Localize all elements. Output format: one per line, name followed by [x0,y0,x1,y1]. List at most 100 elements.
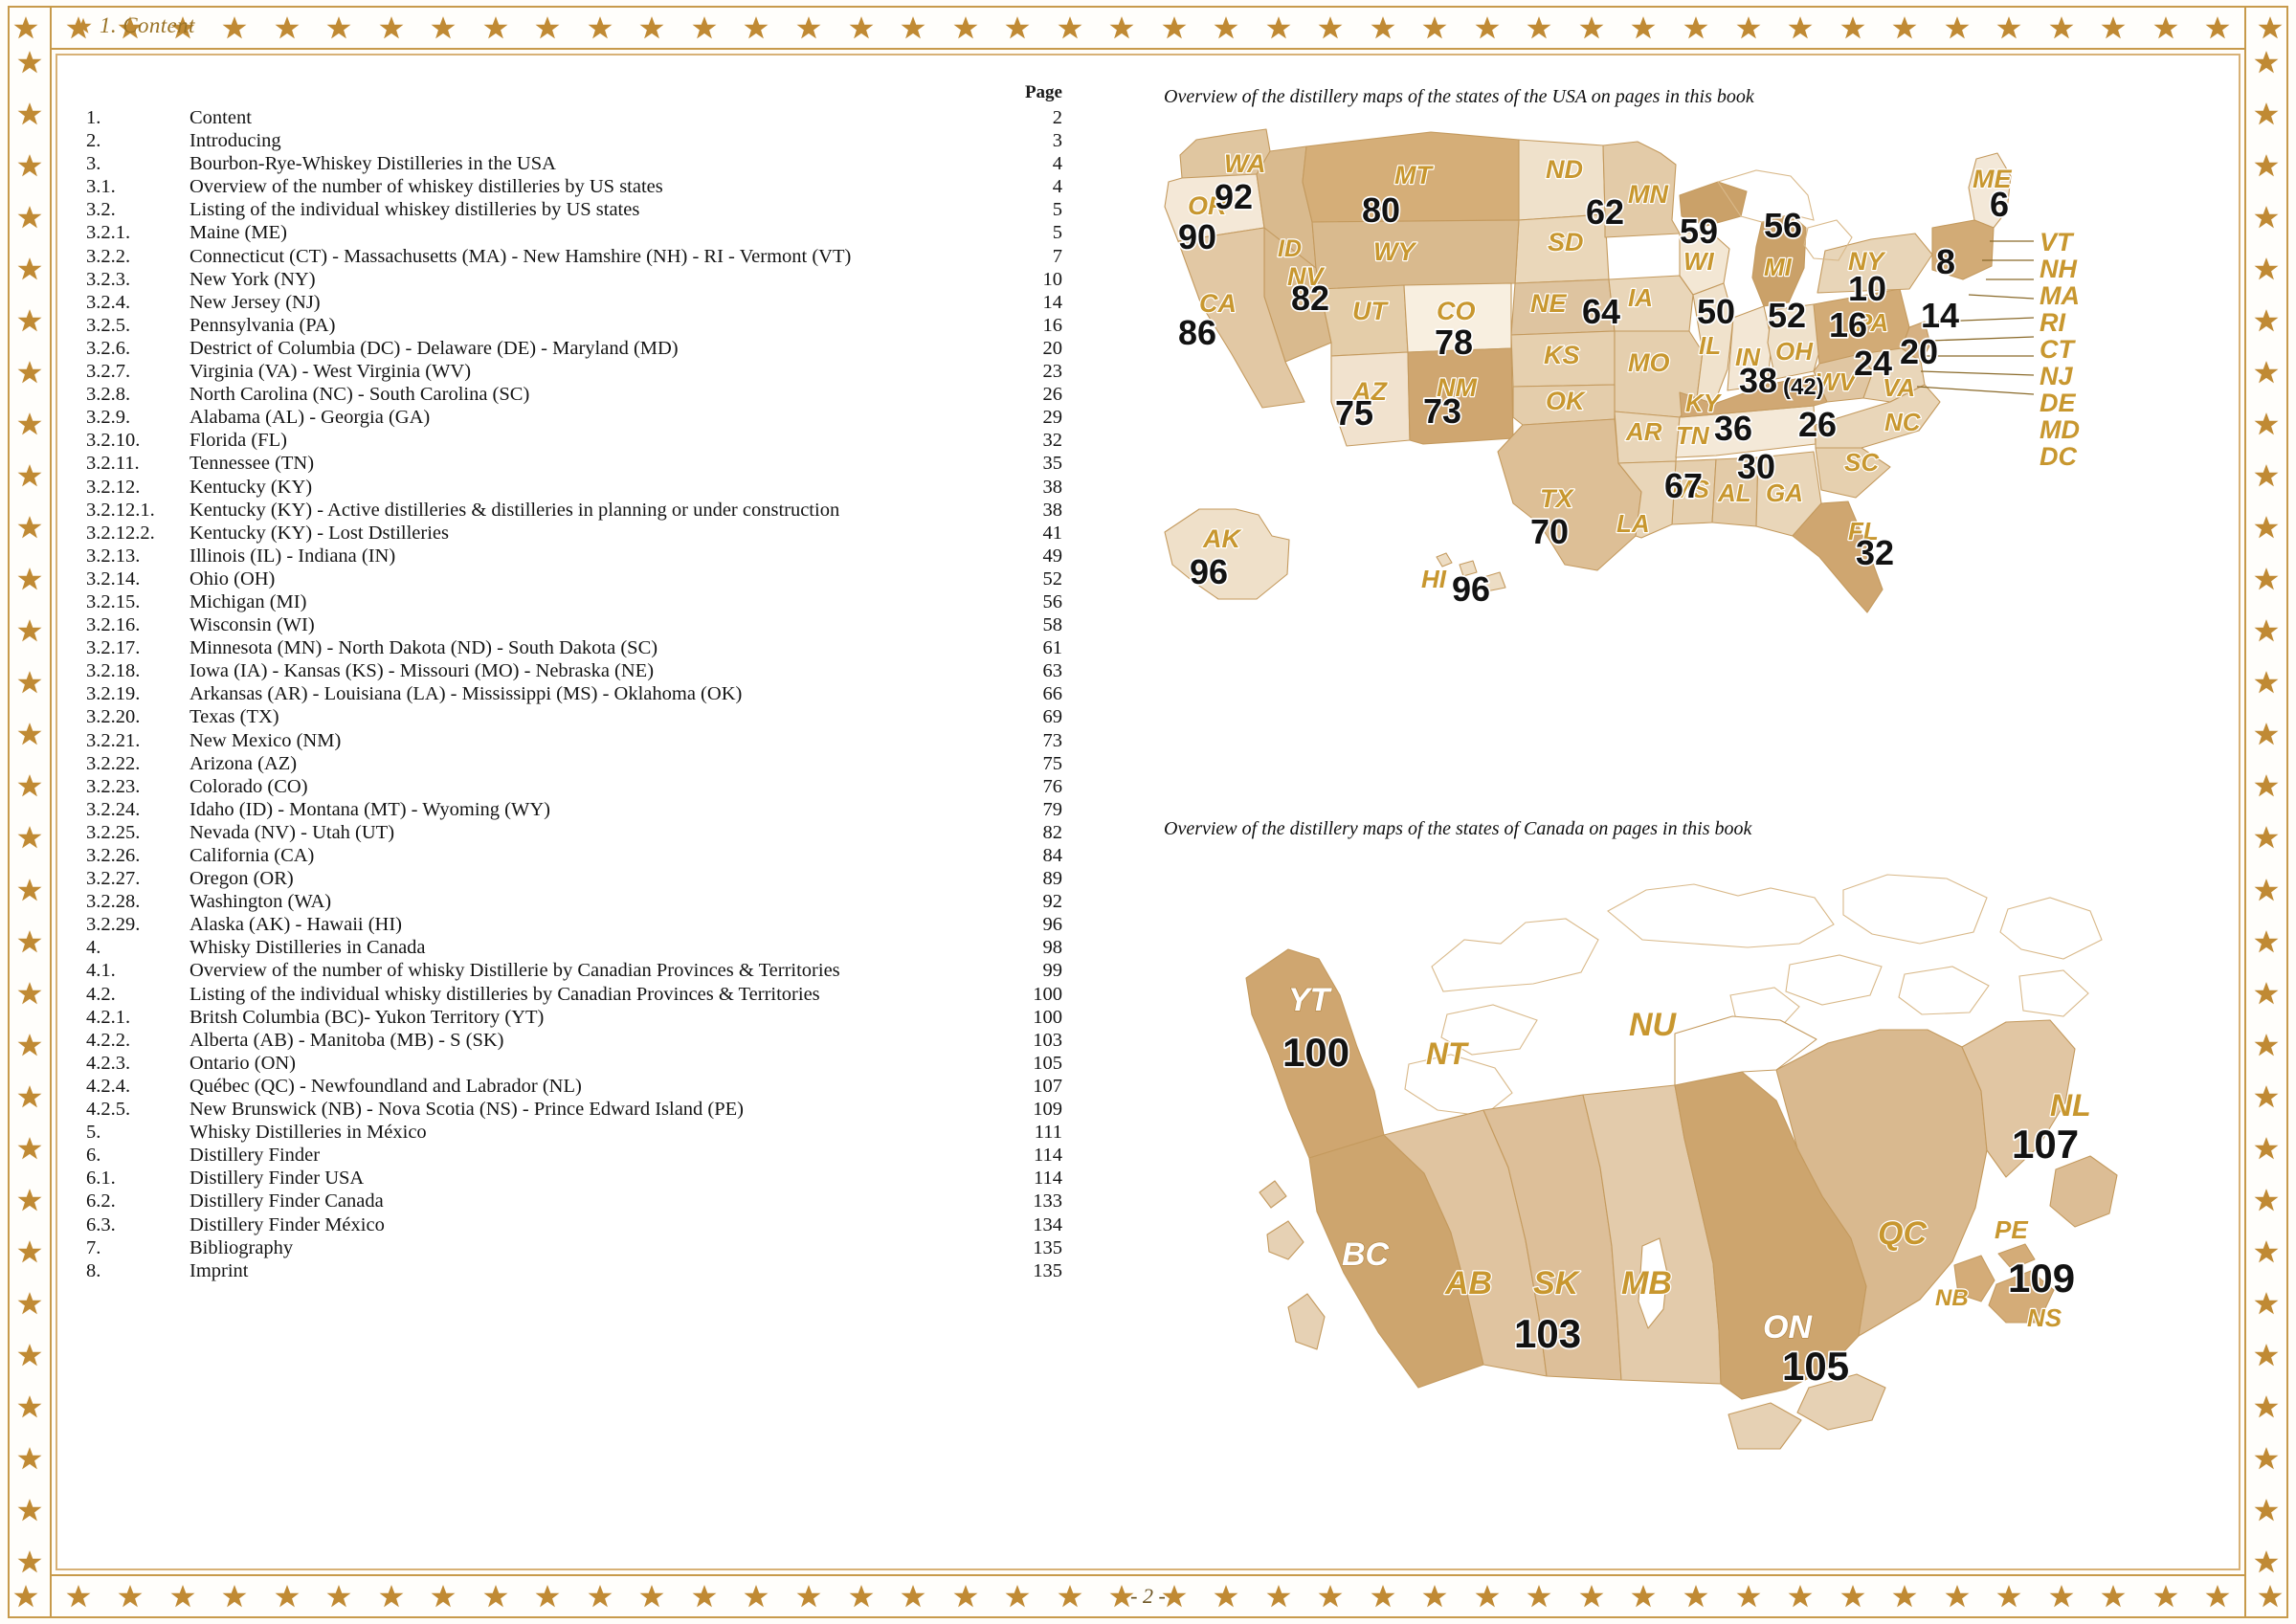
toc-row-page: 92 [1042,891,1063,913]
svg-text:TN: TN [1676,421,1710,450]
toc-row[interactable]: 4.2. Listing of the individual whisky dis… [86,984,1120,1007]
toc-row[interactable]: 3.2.12.1. Kentucky (KY) - Active distille… [86,500,1120,523]
toc-row[interactable]: 6. Distillery Finder 114 [86,1145,1120,1168]
toc-row-number: 3.2.25. [86,821,141,843]
toc-row-title: Michigan (MI) [189,590,307,612]
toc-row[interactable]: 3.2.11. Tennessee (TN) 35 [86,453,1120,476]
svg-text:IN: IN [1735,343,1761,371]
toc-row[interactable]: 5. Whisky Distilleries in México 111 [86,1122,1120,1145]
toc-row-number: 3.2.3. [86,268,131,290]
toc-row-title: Minnesota (MN) - North Dakota (ND) - Sou… [189,637,658,659]
toc-row[interactable]: 3.2.15. Michigan (MI) 56 [86,591,1120,614]
toc-row[interactable]: 3.2.19. Arkansas (AR) - Louisiana (LA) - … [86,683,1120,706]
toc-row[interactable]: 3.2.29. Alaska (AK) - Hawaii (HI) 96 [86,914,1120,937]
svg-text:90: 90 [1178,217,1216,256]
toc-row-title: Alberta (AB) - Manitoba (MB) - S (SK) [189,1029,504,1051]
toc-row-title: Kentucky (KY) - Active distilleries & di… [189,499,840,521]
svg-text:AZ: AZ [1351,377,1388,406]
toc-row[interactable]: 3.2.23. Colorado (CO) 76 [86,776,1120,799]
toc-row[interactable]: 3.2.18. Iowa (IA) - Kansas (KS) - Missour… [86,660,1120,683]
toc-row[interactable]: 3.2.28. Washington (WA) 92 [86,891,1120,914]
toc-row-page: 32 [1042,430,1063,452]
toc-row[interactable]: 3.2.22. Arizona (AZ) 75 [86,753,1120,776]
toc-row-page: 135 [1033,1236,1062,1258]
toc-row[interactable]: 4.1. Overview of the number of whisky Dis… [86,960,1120,983]
toc-row[interactable]: 3.2.13. Illinois (IL) - Indiana (IN) 49 [86,545,1120,568]
toc-row[interactable]: 3.2.10. Florida (FL) 32 [86,430,1120,453]
toc-row-title: Overview of the number of whiskey distil… [189,176,663,198]
toc-row[interactable]: 3.2.5. Pennsylvania (PA) 16 [86,315,1120,338]
toc-row[interactable]: 3.2.7. Virginia (VA) - West Virginia (WV)… [86,361,1120,384]
toc-row-number: 3.2.28. [86,891,141,913]
svg-text:59: 59 [1680,211,1718,251]
toc-row[interactable]: 4.2.3. Ontario (ON) 105 [86,1053,1120,1076]
toc-row[interactable]: 3.2.1. Maine (ME) 5 [86,222,1120,245]
toc-row-title: Overview of the number of whisky Distill… [189,960,840,982]
svg-text:50: 50 [1697,292,1735,331]
toc-row-number: 3.2.14. [86,567,141,590]
table-of-contents: Page 1. Content 2 2. Introducing 3 3. Bourbon-R… [86,82,1120,1283]
usa-state-shapes [1164,128,2012,613]
toc-row[interactable]: 3.2.20. Texas (TX) 69 [86,706,1120,729]
toc-row-page: 79 [1042,798,1063,820]
toc-row-number: 6. [86,1145,101,1167]
toc-row[interactable]: 3.2.25. Nevada (NV) - Utah (UT) 82 [86,822,1120,845]
toc-row-title: Listing of the individual whisky distill… [189,983,820,1005]
toc-row[interactable]: 3.2.9. Alabama (AL) - Georgia (GA) 29 [86,407,1120,430]
toc-row[interactable]: 4.2.1. Britsh Columbia (BC)- Yukon Territ… [86,1007,1120,1030]
toc-row[interactable]: 3.1. Overview of the number of whiskey di… [86,176,1120,199]
toc-row[interactable]: 6.2. Distillery Finder Canada 133 [86,1190,1120,1213]
toc-row-title: Pennsylvania (PA) [189,314,336,336]
toc-row[interactable]: 3.2.12. Kentucky (KY) 38 [86,477,1120,500]
toc-row[interactable]: 3.2.21. New Mexico (NM) 73 [86,730,1120,753]
svg-text:62: 62 [1586,192,1624,232]
toc-row-page: 3 [1052,130,1062,152]
toc-row[interactable]: 3.2.3. New York (NY) 10 [86,269,1120,292]
toc-row[interactable]: 3.2.6. Destrict of Columbia (DC) - Delawa… [86,338,1120,361]
toc-header: Page [86,82,1120,107]
toc-row[interactable]: 3.2.2. Connecticut (CT) - Massachusetts (… [86,246,1120,269]
toc-row[interactable]: 1. Content 2 [86,107,1120,130]
toc-row[interactable]: 3.2.17. Minnesota (MN) - North Dakota (ND… [86,637,1120,660]
toc-row[interactable]: 3.2.8. North Carolina (NC) - South Caroli… [86,384,1120,407]
toc-row-title: Britsh Columbia (BC)- Yukon Territory (Y… [189,1006,545,1028]
toc-row-number: 5. [86,1122,101,1144]
toc-row-title: Content [189,107,252,128]
canada-province-abbreviations: YT NT NU BC AB SK MB ON QC NL PE NB NS [1287,981,2092,1346]
toc-row-number: 3.2.10. [86,430,141,452]
toc-row[interactable]: 4.2.5. New Brunswick (NB) - Nova Scotia (… [86,1099,1120,1122]
canada-distillery-map[interactable]: YT NT NU BC AB SK MB ON QC NL PE NB NS 1… [1196,852,2230,1569]
toc-row[interactable]: 3.2.24. Idaho (ID) - Montana (MT) - Wyomi… [86,799,1120,822]
svg-text:24: 24 [1854,344,1892,383]
toc-row[interactable]: 3.2.14. Ohio (OH) 52 [86,568,1120,591]
svg-text:56: 56 [1764,206,1802,245]
toc-row[interactable]: 4.2.4. Québec (QC) - Newfoundland and Lab… [86,1076,1120,1099]
toc-row-title: Nevada (NV) - Utah (UT) [189,821,395,843]
toc-row[interactable]: 6.3. Distillery Finder México 134 [86,1214,1120,1237]
svg-text:70: 70 [1530,512,1569,551]
toc-row[interactable]: 3.2.4. New Jersey (NJ) 14 [86,292,1120,315]
toc-row[interactable]: 7. Bibliography 135 [86,1237,1120,1260]
svg-text:OR: OR [1188,191,1227,220]
toc-row-number: 3.2.23. [86,775,141,797]
toc-row[interactable]: 3.2.26. California (CA) 84 [86,845,1120,868]
usa-distillery-map[interactable]: WA OR ID MT ND MN SD WY WI MI NE IA NV U… [1144,115,2254,746]
toc-row[interactable]: 8. Imprint 135 [86,1260,1120,1283]
toc-row[interactable]: 3.2.16. Wisconsin (WI) 58 [86,614,1120,637]
toc-row[interactable]: 3.2. Listing of the individual whiskey di… [86,199,1120,222]
edge-label-leader-lines [1916,240,2035,395]
toc-row[interactable]: 3.2.27. Oregon (OR) 89 [86,868,1120,891]
toc-row-title: Bourbon-Rye-Whiskey Distilleries in the … [189,153,556,175]
svg-text:NM: NM [1437,373,1477,402]
toc-row[interactable]: 4.2.2. Alberta (AB) - Manitoba (MB) - S (… [86,1030,1120,1053]
toc-row[interactable]: 3. Bourbon-Rye-Whiskey Distilleries in th… [86,153,1120,176]
toc-row-page: 20 [1042,337,1063,359]
svg-text:MO: MO [1628,348,1670,377]
toc-row[interactable]: 6.1. Distillery Finder USA 114 [86,1168,1120,1190]
toc-row[interactable]: 4. Whisky Distilleries in Canada 98 [86,937,1120,960]
toc-row-title: Destrict of Columbia (DC) - Delaware (DE… [189,337,679,359]
toc-row-page: 107 [1033,1075,1062,1097]
toc-row[interactable]: 2. Introducing 3 [86,130,1120,153]
toc-row[interactable]: 3.2.12.2. Kentucky (KY) - Lost Dstillerie… [86,523,1120,545]
toc-row-page: 41 [1042,522,1063,544]
